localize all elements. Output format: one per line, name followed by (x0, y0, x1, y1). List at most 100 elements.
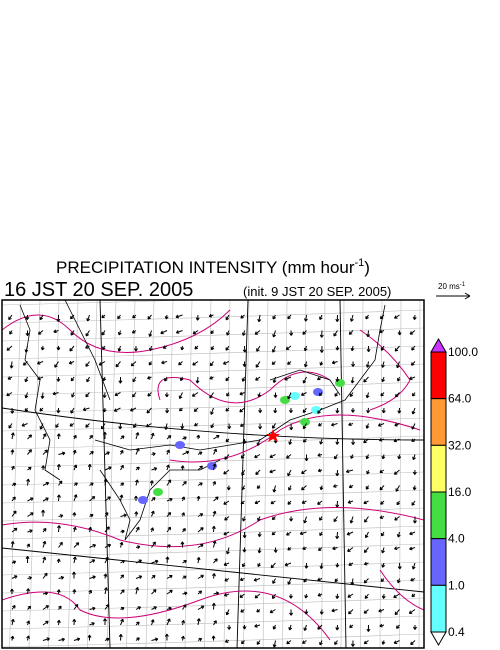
wind-arrow (197, 605, 205, 610)
wind-arrow (317, 453, 323, 457)
wind-arrow (120, 606, 125, 611)
wind-arrow (196, 557, 201, 564)
wind-arrow (256, 438, 261, 446)
wind-arrow (394, 392, 400, 398)
wind-arrow (240, 609, 245, 613)
wind-arrow (148, 345, 153, 352)
wind-arrow (181, 496, 186, 502)
wind-arrow (225, 438, 230, 443)
wind-arrow (241, 330, 246, 336)
wind-arrow (349, 516, 354, 524)
wind-arrow (257, 516, 261, 522)
wind-arrow (364, 516, 369, 523)
wind-arrow (289, 330, 294, 336)
wind-arrow (287, 547, 292, 551)
grid-line (2, 363, 424, 378)
wind-arrow (213, 448, 217, 455)
coastline (94, 304, 386, 451)
wind-arrow (304, 609, 309, 615)
wind-arrow (54, 361, 59, 368)
wind-arrow (301, 485, 307, 491)
grid-line (2, 615, 424, 630)
meridian (99, 300, 111, 648)
wind-arrow (42, 572, 48, 579)
wind-arrow (335, 438, 340, 445)
wind-arrow (82, 407, 90, 412)
wind-arrow (212, 510, 217, 517)
wind-arrow (302, 376, 307, 384)
wind-arrow (396, 500, 401, 506)
wind-arrow (8, 314, 13, 321)
colorbar-label: 0.4 (448, 625, 465, 639)
wind-arrow (304, 454, 309, 462)
wind-arrow (102, 392, 107, 398)
wind-arrow (56, 558, 61, 564)
wind-arrow (149, 480, 154, 486)
wind-arrow (197, 574, 204, 579)
wind-arrow (303, 345, 308, 352)
wind-arrow (42, 637, 50, 642)
wind-arrow (151, 467, 158, 471)
title-main: PRECIPITATION INTENSITY (mm hour (56, 258, 355, 277)
wind-arrow (396, 578, 401, 584)
grid-line (301, 300, 307, 648)
wind-arrow (11, 560, 17, 565)
wind-arrow (302, 640, 307, 644)
wind-arrow (335, 500, 340, 508)
grid-line (2, 399, 424, 414)
wind-arrow (118, 376, 123, 384)
grid-line (2, 300, 199, 306)
wind-arrow (317, 593, 323, 597)
wind-arrow (317, 407, 323, 414)
wind-arrow (380, 345, 385, 351)
colorbar-over (430, 337, 447, 353)
wind-arrow (119, 494, 124, 502)
wind-arrow (151, 559, 159, 564)
wind-arrow (87, 634, 92, 641)
wind-arrow (212, 481, 217, 486)
colorbar-label: 1.0 (448, 578, 465, 592)
wind-arrow (273, 547, 278, 553)
wind-arrow (195, 314, 200, 321)
wind-arrow (104, 466, 112, 471)
wind-arrow (348, 330, 354, 335)
wind-arrow (10, 449, 15, 455)
wind-arrow (363, 609, 369, 614)
wind-arrow (180, 423, 185, 430)
wind-arrow (24, 376, 29, 383)
wind-arrow (256, 485, 261, 489)
wind-arrow (412, 469, 417, 475)
wind-arrow (409, 531, 416, 536)
wind-arrow (381, 361, 385, 368)
wind-arrow (147, 392, 152, 397)
wind-arrow (42, 497, 49, 502)
wind-arrow (182, 604, 187, 610)
wind-arrow (196, 495, 201, 502)
wind-arrow (411, 407, 416, 415)
wind-arrow (350, 640, 355, 647)
wind-arrow (303, 361, 308, 368)
wind-arrow (395, 485, 400, 492)
wind-arrow (345, 469, 354, 474)
wind-arrow (365, 361, 370, 368)
wind-arrow (397, 407, 402, 414)
wind-arrow (10, 618, 15, 626)
wind-arrow (104, 496, 111, 502)
wind-arrow (68, 360, 75, 365)
wind-arrow (394, 516, 400, 521)
wind-arrow (58, 637, 65, 642)
wind-arrow (289, 516, 294, 522)
wind-arrow (271, 531, 276, 536)
wind-arrow (71, 392, 75, 398)
wind-arrow (239, 391, 245, 396)
wind-arrow (346, 531, 354, 536)
wind-arrow (363, 561, 369, 566)
wind-arrow (257, 531, 262, 538)
wind-arrow (258, 423, 263, 430)
wind-arrow (85, 361, 90, 367)
wind-arrow (151, 637, 159, 642)
wind-arrow (239, 577, 245, 582)
wind-arrow (319, 330, 324, 338)
wind-arrow (56, 433, 61, 440)
colorbar-swatch (430, 491, 447, 540)
